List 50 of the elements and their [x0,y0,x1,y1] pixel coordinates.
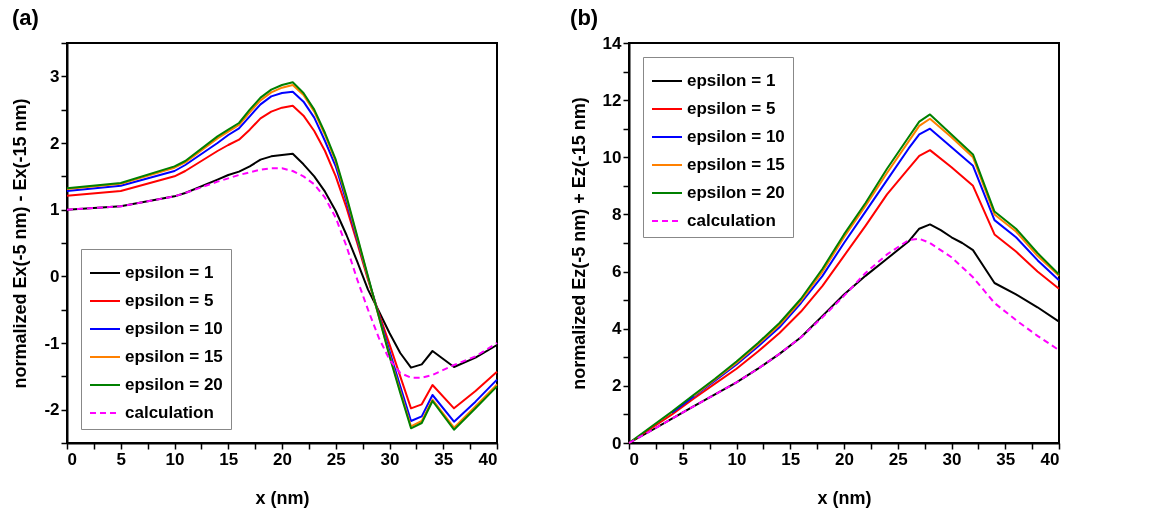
legend-label: epsilon = 5 [687,99,776,118]
x-tick-label: 10 [727,449,747,469]
y-tick-label: 2 [50,133,60,153]
y-tick-label: 12 [602,90,622,110]
legend-label: calculation [125,403,214,422]
x-tick-label: 30 [380,449,400,469]
x-tick-label: 10 [165,449,185,469]
x-tick-label: 40 [1040,449,1060,469]
y-tick-label: 10 [602,147,622,167]
x-tick-label: 35 [434,449,454,469]
y-tick-label: -2 [44,400,60,420]
x-tick-label: 15 [781,449,801,469]
legend-label: epsilon = 20 [125,375,223,394]
x-tick-label: 30 [942,449,962,469]
legend-label: epsilon = 1 [687,71,776,90]
legend-label: epsilon = 10 [687,127,785,146]
x-tick-label: 40 [478,449,498,469]
x-axis-title: x (nm) [817,487,872,508]
y-tick-label: 6 [612,262,622,282]
x-tick-label: 25 [888,449,908,469]
x-tick-label: 15 [219,449,239,469]
x-tick-label: 20 [273,449,292,469]
y-axis-title: normalized Ez(-5 nm) + Ez(-15 nm) [568,97,589,390]
y-tick-label: 3 [50,66,60,86]
x-axis-title: x (nm) [255,487,310,508]
legend-label: calculation [687,211,776,230]
y-tick-label: 8 [612,204,622,224]
chart-title: (b) [570,5,599,30]
x-tick-label: 25 [326,449,346,469]
legend-label: epsilon = 10 [125,319,223,338]
y-tick-label: 0 [50,266,60,286]
y-tick-label: -1 [44,333,60,353]
y-tick-label: 0 [612,433,622,453]
legend-label: epsilon = 5 [125,291,214,310]
y-axis-title: normalized Ex(-5 nm) - Ex(-15 nm) [10,98,31,389]
y-tick-label: 14 [602,33,623,53]
legend-label: epsilon = 15 [125,347,223,366]
legend-label: epsilon = 20 [687,183,785,202]
y-tick-label: 4 [612,319,623,339]
x-tick-label: 0 [629,449,639,469]
y-tick-label: 1 [50,200,60,220]
chart-title: (a) [11,5,39,30]
x-tick-label: 20 [835,449,854,469]
x-tick-label: 0 [67,449,77,469]
x-tick-label: 5 [116,449,126,469]
x-tick-label: 5 [678,449,688,469]
legend-label: epsilon = 15 [687,155,785,174]
x-tick-label: 35 [996,449,1016,469]
legend-label: epsilon = 1 [125,263,214,282]
y-tick-label: 2 [612,376,622,396]
